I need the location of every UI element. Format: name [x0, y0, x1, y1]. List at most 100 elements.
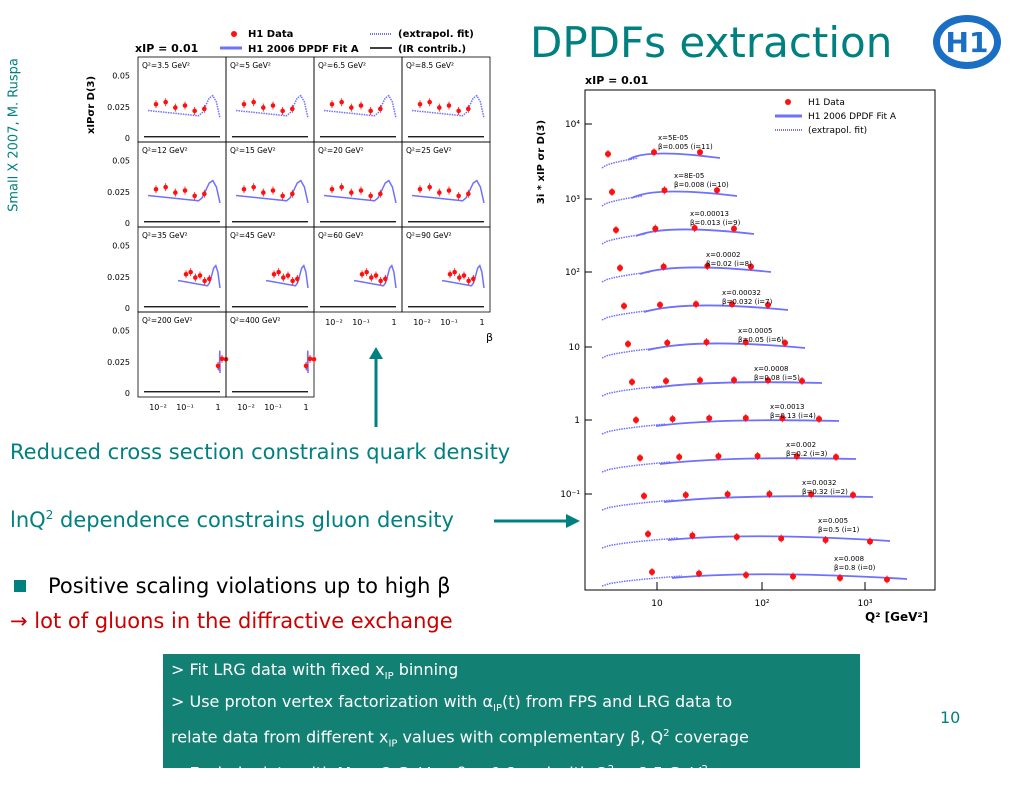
fit-curve — [235, 179, 309, 204]
data-point — [182, 188, 188, 193]
bin-beta-label: β=0.2 (i=3) — [786, 450, 828, 458]
data-point — [207, 276, 212, 282]
right-yticks: 10⁴ 10³ 10² 10 1 10⁻¹ — [560, 120, 592, 500]
data-point — [793, 453, 800, 460]
data-point — [884, 576, 890, 583]
bin-beta-label: β=0.5 (i=1) — [818, 526, 860, 534]
data-point — [373, 273, 379, 278]
data-point — [339, 99, 344, 105]
data-point — [153, 101, 159, 107]
left-panel: Q²=20 GeV² — [313, 141, 403, 228]
data-point — [731, 377, 737, 383]
fit-curve — [635, 228, 755, 237]
data-point — [358, 103, 364, 108]
square-bullet-icon — [14, 580, 26, 592]
h1-logo-icon: H1 — [933, 15, 1001, 69]
left-xip-label: xIP = 0.01 — [135, 42, 198, 55]
right-ytick-label: 10⁴ — [565, 120, 580, 130]
left-xtick-label: 10⁻¹ — [352, 318, 370, 327]
extrapol-curve — [601, 499, 675, 511]
up-arrow-icon — [369, 347, 383, 427]
extrapol-curve — [601, 461, 671, 473]
right-legend: H1 Data H1 2006 DPDF Fit A (extrapol. fi… — [775, 98, 897, 136]
data-point — [471, 276, 476, 282]
left-xtick-label: 10⁻² — [413, 318, 431, 327]
right-bin: x=8E-05β=0.008 (i=10) — [601, 172, 738, 207]
panel-frame — [225, 311, 315, 398]
data-point — [669, 416, 676, 422]
left-panel: Q²=12 GeV² — [137, 141, 227, 228]
data-point — [652, 225, 659, 232]
data-point — [447, 271, 453, 277]
right-ytick-label: 10² — [565, 268, 580, 278]
data-point — [359, 271, 365, 277]
gluon-density-text: lnQ2 dependence constrains gluon density — [10, 508, 454, 532]
bin-beta-label: β=0.02 (i=8) — [706, 260, 752, 268]
data-point — [427, 99, 432, 105]
data-point — [715, 453, 722, 460]
data-point — [280, 108, 285, 114]
left-panel: Q²=35 GeV² — [137, 226, 227, 313]
data-point — [693, 301, 699, 308]
data-point — [368, 108, 373, 114]
bin-beta-label: β=0.13 (i=4) — [770, 412, 816, 420]
bin-x-label: x=0.0013 — [770, 403, 805, 411]
data-point — [188, 269, 193, 275]
data-point — [329, 186, 335, 192]
data-point — [837, 575, 843, 581]
data-point — [417, 101, 423, 107]
data-point — [691, 225, 698, 231]
fit-curve — [147, 94, 221, 119]
data-point — [446, 188, 452, 193]
right-bin: x=5E-05β=0.005 (i=11) — [601, 134, 721, 169]
data-point — [605, 151, 611, 157]
data-point — [437, 190, 442, 195]
data-point — [461, 273, 467, 278]
data-point — [369, 275, 374, 280]
right-ytick-label: 10 — [569, 343, 581, 353]
extrapol-curve — [601, 157, 639, 169]
data-point — [182, 103, 188, 108]
right-ytick-label: 10³ — [565, 195, 580, 205]
bin-beta-label: β=0.05 (i=6) — [738, 336, 784, 344]
panel-q2-label: Q²=45 GeV² — [230, 231, 276, 240]
data-point — [766, 491, 773, 497]
data-point — [270, 188, 276, 193]
data-point — [202, 106, 207, 112]
fit-curve — [655, 419, 840, 427]
data-point — [645, 531, 651, 537]
right-arrow-icon — [494, 514, 580, 528]
bin-x-label: x=5E-05 — [658, 134, 688, 142]
legend-extrapol: (extrapol. fit) — [398, 29, 474, 40]
data-point — [417, 186, 423, 192]
left-panel: Q²=200 GeV² — [137, 311, 229, 398]
data-point — [290, 278, 295, 284]
data-point — [637, 455, 643, 461]
left-panel: Q²=400 GeV² — [225, 311, 317, 398]
data-point — [833, 454, 839, 460]
bin-x-label: x=0.0005 — [738, 327, 773, 335]
bin-beta-label: β=0.32 (i=2) — [802, 488, 848, 496]
data-point — [358, 188, 364, 193]
data-point — [466, 191, 471, 197]
data-point — [657, 301, 663, 308]
left-xtick-label: 1 — [303, 403, 308, 412]
data-point — [682, 492, 689, 498]
data-point — [704, 263, 711, 269]
data-point — [261, 190, 266, 195]
fit-curve — [323, 179, 397, 204]
data-point — [173, 190, 178, 195]
fit-curve — [627, 152, 721, 161]
data-point — [219, 356, 225, 362]
left-xtick-label: 10⁻¹ — [264, 403, 282, 412]
data-point — [281, 275, 286, 280]
data-point — [364, 269, 369, 275]
legend-fit: H1 2006 DPDF Fit A — [248, 44, 359, 55]
data-point — [276, 269, 281, 275]
left-panel: Q²=5 GeV² — [225, 56, 315, 143]
data-point — [466, 278, 471, 284]
data-point — [867, 538, 873, 545]
data-point — [703, 339, 710, 346]
data-point — [466, 106, 471, 112]
